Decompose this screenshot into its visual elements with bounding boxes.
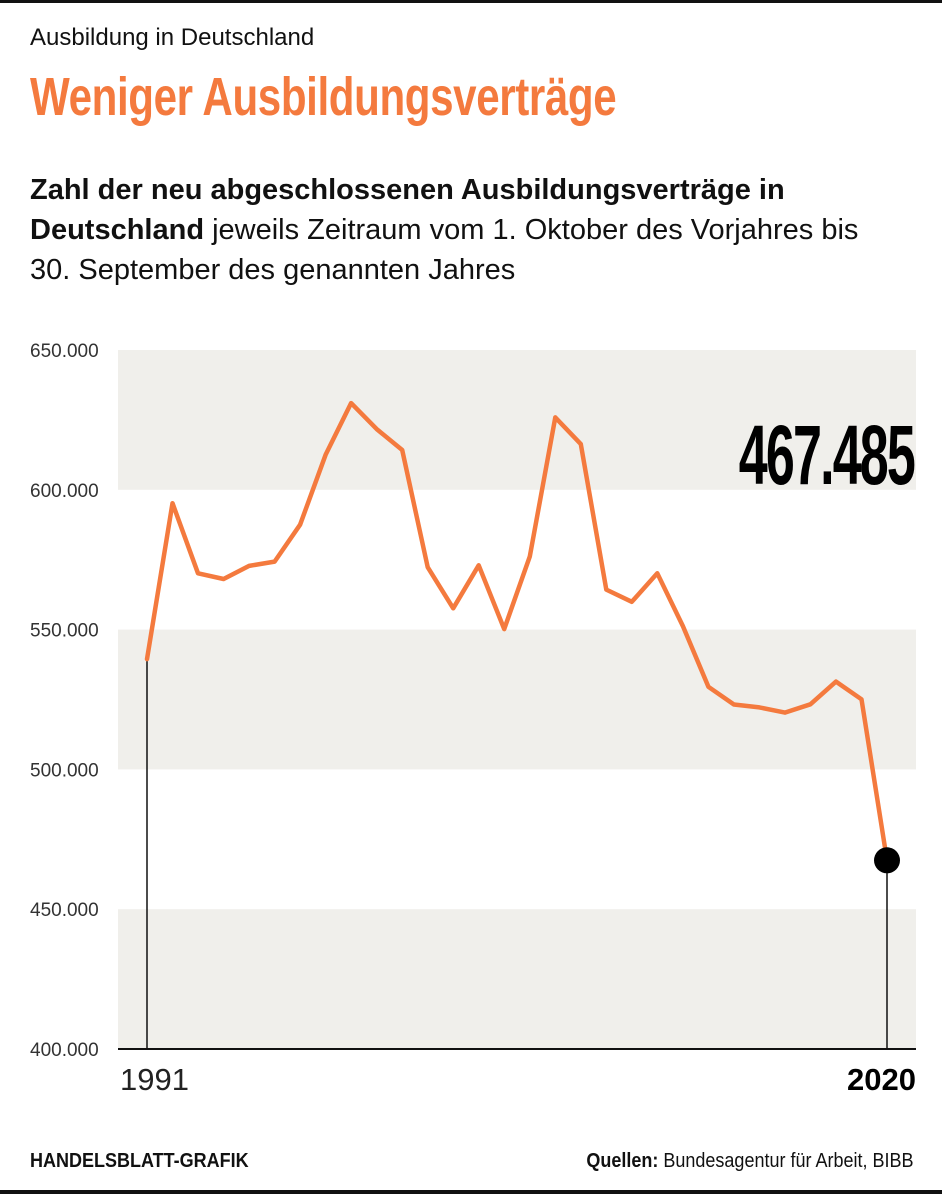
grid-band <box>118 350 916 490</box>
y-tick-label: 550.000 <box>30 621 99 642</box>
bottom-rule <box>0 1190 942 1194</box>
chart-subtitle: Zahl der neu abgeschlossenen Ausbildungs… <box>30 170 890 290</box>
credit: HANDELSBLATT-GRAFIK <box>30 1150 249 1172</box>
y-tick-label: 500.000 <box>30 760 99 781</box>
end-point-marker <box>874 847 900 874</box>
subtitle-regular: jeweils Zeitraum vom 1. Oktober des Vorj… <box>30 214 859 286</box>
source-label: Quellen: <box>586 1150 659 1172</box>
y-tick-label: 600.000 <box>30 481 99 502</box>
y-tick-label: 450.000 <box>30 900 99 921</box>
kicker: Ausbildung in Deutschland <box>30 24 315 51</box>
source: Quellen: Bundesagentur für Arbeit, BIBB <box>587 1150 914 1173</box>
grid-band <box>118 909 916 1049</box>
grid-band <box>118 629 916 770</box>
page-title: Weniger Ausbildungsverträge <box>30 67 617 127</box>
subtitle-bold: Zahl der neu abgeschlossenen Ausbildungs… <box>30 174 785 246</box>
x-tick-label-start: 1991 <box>120 1062 189 1097</box>
x-tick-label-end: 2020 <box>847 1062 916 1097</box>
top-rule <box>0 0 942 3</box>
series-line <box>144 400 890 863</box>
y-tick-label: 400.000 <box>30 1040 99 1061</box>
source-text: Bundesagentur für Arbeit, BIBB <box>658 1150 914 1172</box>
highlight-value: 467.485 <box>739 408 915 502</box>
y-tick-label: 650.000 <box>30 341 99 362</box>
